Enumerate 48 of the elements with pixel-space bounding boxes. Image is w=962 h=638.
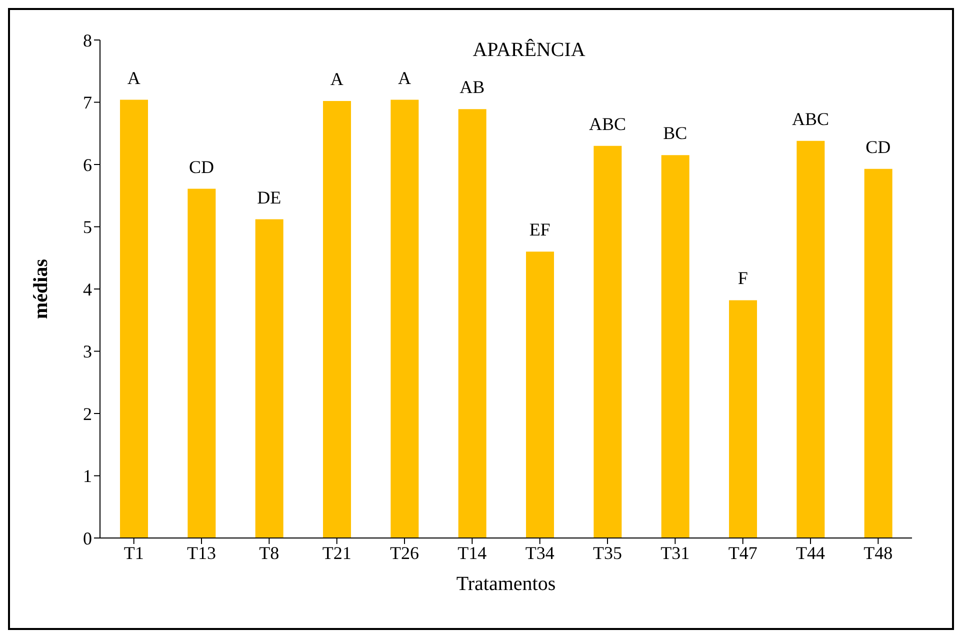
x-tick-label: T44 xyxy=(796,542,825,563)
y-tick-label: 7 xyxy=(83,92,92,113)
x-tick-label: T8 xyxy=(259,542,280,563)
annotation: CD xyxy=(866,136,891,157)
bar xyxy=(864,168,892,538)
y-tick-label: 8 xyxy=(83,30,92,50)
x-tick-label: T48 xyxy=(864,542,893,563)
x-tick-label: T21 xyxy=(322,542,352,563)
y-tick-label: 0 xyxy=(83,528,92,548)
bar xyxy=(796,140,825,538)
annotation: CD xyxy=(188,156,214,177)
annotation: BC xyxy=(663,123,688,144)
bar xyxy=(188,188,216,538)
x-tick-label: T14 xyxy=(458,542,487,563)
bar xyxy=(594,146,622,538)
y-tick-label: 5 xyxy=(83,217,92,238)
bar xyxy=(526,252,554,538)
bar xyxy=(729,300,757,538)
bar xyxy=(661,155,690,538)
bar xyxy=(120,100,148,538)
annotation: ABC xyxy=(588,114,626,134)
bar xyxy=(255,219,284,538)
y-tick-label: 1 xyxy=(83,466,92,486)
x-tick-label: T1 xyxy=(124,542,144,563)
y-axis-title: médias xyxy=(30,258,52,319)
y-tick-label: 3 xyxy=(83,342,92,362)
x-tick-label: T13 xyxy=(187,542,216,563)
annotation: EF xyxy=(529,220,550,240)
x-axis-title: Tratamentos xyxy=(456,573,556,595)
y-tick-label: 2 xyxy=(83,404,92,424)
chart-title: APARÊNCIA xyxy=(472,38,586,61)
annotation: AB xyxy=(460,77,485,98)
x-tick-label: T31 xyxy=(660,542,690,563)
annotation: DE xyxy=(257,187,282,208)
annotation: A xyxy=(398,68,411,88)
y-tick-label: 4 xyxy=(83,279,92,300)
bar xyxy=(390,100,419,538)
x-tick-label: T47 xyxy=(728,542,758,563)
annotation: ABC xyxy=(792,108,830,129)
bar xyxy=(458,109,486,538)
x-tick-label: T34 xyxy=(525,542,554,563)
y-tick-label: 6 xyxy=(83,154,92,175)
bar xyxy=(323,101,351,538)
annotation: A xyxy=(127,68,140,88)
x-tick-label: T26 xyxy=(390,542,419,563)
x-tick-label: T35 xyxy=(593,542,622,563)
annotation: F xyxy=(738,268,748,288)
annotation: A xyxy=(330,69,344,90)
